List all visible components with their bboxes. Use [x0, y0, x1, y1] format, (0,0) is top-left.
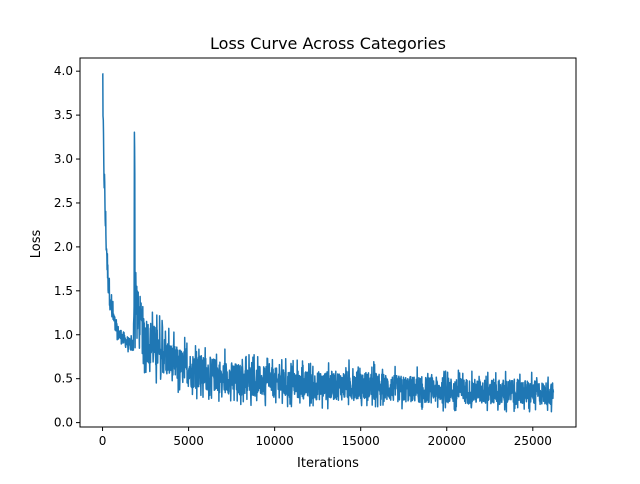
- y-tick-label: 2.0: [54, 240, 73, 254]
- x-axis-label: Iterations: [297, 456, 359, 471]
- loss-series-line: [102, 73, 555, 413]
- y-axis-label: Loss: [29, 230, 44, 259]
- x-tick-label: 5000: [173, 434, 204, 448]
- y-tick-label: 3.0: [54, 152, 73, 166]
- x-tick-label: 20000: [428, 434, 466, 448]
- plot-area: [102, 73, 555, 413]
- chart-title: Loss Curve Across Categories: [210, 34, 446, 53]
- y-tick-label: 1.5: [54, 284, 73, 298]
- x-tick-label: 10000: [256, 434, 294, 448]
- y-tick-label: 0.0: [54, 416, 73, 430]
- axes-frame: [79, 57, 577, 428]
- y-tick-label: 2.5: [54, 196, 73, 210]
- y-tick-label: 4.0: [54, 64, 73, 78]
- y-tick-label: 0.5: [54, 372, 73, 386]
- x-tick-label: 15000: [342, 434, 380, 448]
- x-tick-label: 0: [99, 434, 107, 448]
- y-tick-label: 3.5: [54, 108, 73, 122]
- x-tick-label: 25000: [514, 434, 552, 448]
- y-tick-label: 1.0: [54, 328, 73, 342]
- axes: 0 5000 10000 15000 20000 25000 0.0 0.5 1.0 1.5 2.0…: [54, 57, 577, 448]
